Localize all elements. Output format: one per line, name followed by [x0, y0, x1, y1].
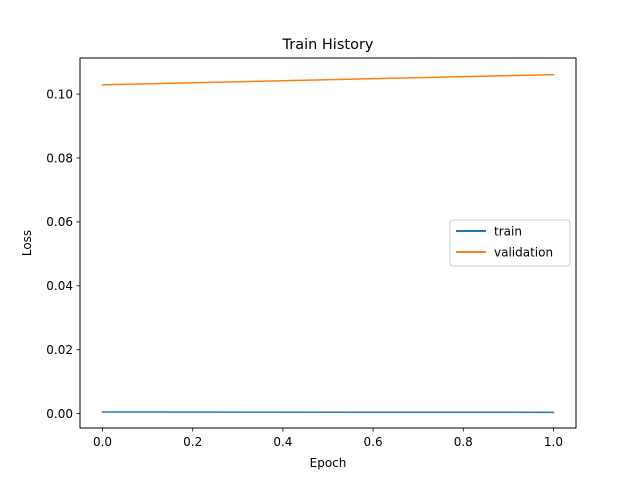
plot-frame	[79, 57, 577, 429]
legend-label-train: train	[494, 225, 522, 239]
y-tick-label: 0.02	[46, 343, 73, 357]
x-tick-label: 0.6	[364, 435, 383, 449]
x-tick-label: 0.0	[93, 435, 112, 449]
y-tick-label: 0.04	[46, 279, 73, 293]
y-tick-label: 0.10	[46, 87, 73, 101]
y-tick-label: 0.00	[46, 407, 73, 421]
x-tick-label: 0.2	[183, 435, 202, 449]
y-axis-label: Loss	[20, 230, 34, 256]
legend-label-validation: validation	[494, 246, 553, 260]
legend: train validation	[449, 219, 571, 267]
y-tick-label: 0.06	[46, 215, 73, 229]
y-tick-label: 0.08	[46, 151, 73, 165]
x-axis-label: Epoch	[310, 456, 347, 470]
x-axis: 0.0 0.2 0.4 0.6 0.8 1.0	[93, 428, 563, 449]
x-tick-label: 0.4	[273, 435, 292, 449]
y-axis: 0.00 0.02 0.04 0.06 0.08 0.10	[46, 87, 80, 421]
series-line-validation	[101, 73, 555, 86]
x-tick-label: 0.8	[454, 435, 473, 449]
series-layer	[101, 73, 555, 414]
chart-title: Train History	[282, 37, 374, 53]
x-tick-label: 1.0	[544, 435, 563, 449]
